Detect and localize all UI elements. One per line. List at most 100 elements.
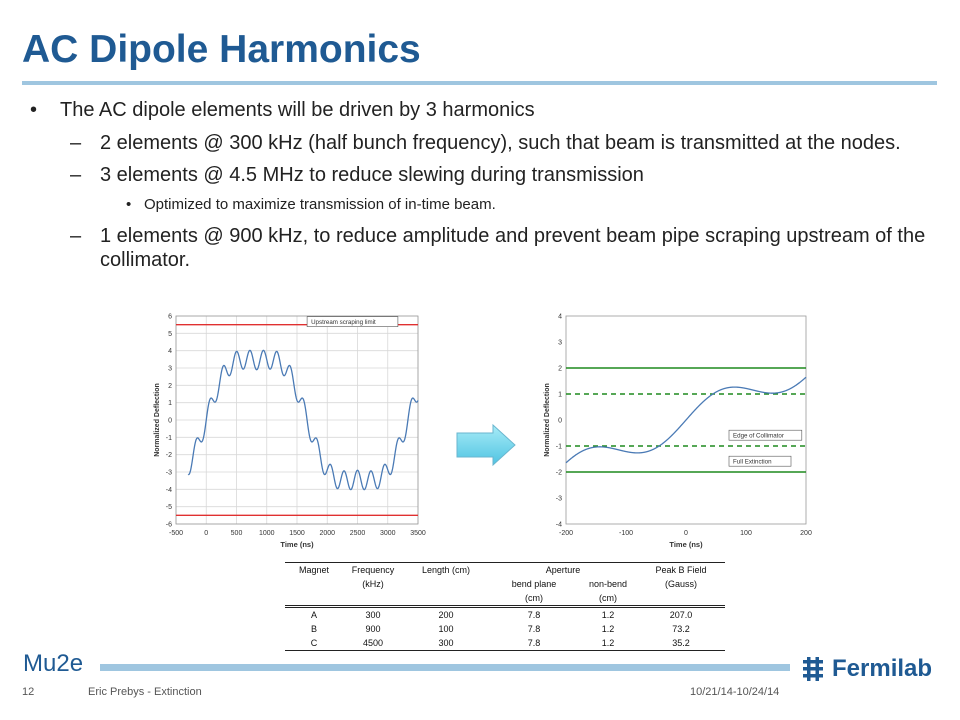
table-header-cell: Length (cm) — [403, 562, 489, 577]
table-cell: 35.2 — [637, 636, 725, 651]
y-tick-label: 2 — [558, 366, 562, 373]
fermilab-logo: Fermilab — [800, 654, 932, 684]
fermilab-wordmark: Fermilab — [832, 655, 933, 682]
y-tick-label: -4 — [556, 522, 562, 529]
right-arrow-icon — [456, 423, 516, 467]
bullet-item: • Optimized to maximize transmission of i… — [20, 195, 930, 215]
table-cell: C — [285, 636, 343, 651]
y-tick-label: -6 — [166, 522, 172, 529]
table-header-row: (kHz) bend plane non-bend (Gauss) — [285, 577, 725, 591]
plot-frame — [175, 315, 419, 525]
table-cell: 1.2 — [601, 624, 615, 634]
bullet-text: The AC dipole elements will be driven by… — [60, 99, 535, 121]
plot-frame — [565, 315, 807, 525]
y-tick-label: -1 — [556, 444, 562, 451]
table-header-cell: (kHz) — [362, 579, 384, 589]
y-tick-label: -2 — [556, 470, 562, 477]
slide-title: AC Dipole Harmonics — [22, 28, 421, 71]
bullet-list: • The AC dipole elements will be driven b… — [20, 98, 930, 280]
y-tick-label: 1 — [168, 400, 172, 407]
x-axis-label: Time (ns) — [280, 540, 314, 549]
y-tick-label: 0 — [558, 418, 562, 425]
y-tick-label: 2 — [168, 383, 172, 390]
experiment-logo: Mu2e — [23, 650, 84, 677]
bullet-marker: – — [70, 225, 82, 247]
y-axis-label: Normalized Deflection — [154, 383, 161, 457]
table-header-row: (cm) (cm) — [285, 591, 725, 608]
y-tick-label: 0 — [168, 418, 172, 425]
bullet-item: • The AC dipole elements will be driven b… — [20, 98, 930, 122]
x-tick-label: 100 — [740, 530, 752, 537]
y-tick-label: 4 — [168, 348, 172, 355]
table-cell: 7.8 — [489, 636, 579, 651]
title-rule — [22, 81, 937, 85]
annotation-box — [728, 455, 792, 467]
table-header-cell: bend plane — [511, 579, 557, 589]
annotation-label: Upstream scraping limit — [311, 319, 376, 326]
table-cell: A — [310, 610, 317, 620]
table-cell: 900 — [365, 624, 381, 634]
bullet-item: –2 elements @ 300 kHz (half bunch freque… — [20, 131, 930, 155]
bullet-text: 3 elements @ 4.5 MHz to reduce slewing d… — [100, 164, 644, 186]
y-tick-label: 6 — [168, 314, 172, 321]
x-tick-label: 2000 — [319, 530, 335, 537]
x-tick-label: -500 — [169, 530, 183, 537]
x-tick-label: 3000 — [380, 530, 396, 537]
y-tick-label: 1 — [558, 392, 562, 399]
bullet-marker: • — [30, 99, 38, 121]
table-cell: 7.8 — [527, 610, 541, 620]
x-tick-label: 200 — [800, 530, 812, 537]
table-cell: 7.8 — [527, 624, 541, 634]
x-tick-label: 2500 — [350, 530, 366, 537]
table-header-cell: Peak B Field — [637, 562, 725, 577]
x-tick-label: 3500 — [410, 530, 426, 537]
x-tick-label: 500 — [231, 530, 243, 537]
footer-author: Eric Prebys - Extinction — [88, 686, 202, 698]
footer-date: 10/21/14-10/24/14 — [690, 686, 780, 698]
table-header-cell: (cm) — [489, 591, 579, 608]
bullet-marker: – — [70, 164, 82, 186]
y-tick-label: 5 — [168, 331, 172, 338]
x-tick-label: 1500 — [289, 530, 305, 537]
table-header-row: Magnet Frequency Length (cm) Aperture Pe… — [285, 562, 725, 577]
deflection-chart-full: -500 0 500 1000 1500 2000 2500 3000 3500 -6 -5 -4 -3… — [154, 314, 426, 550]
table-cell: 73.2 — [672, 624, 690, 634]
deflection-chart-zoom: -200 -100 0 100 200 -4 -3 -2 -1 0 1 2 3 4 Time (ns) Nor… — [544, 314, 812, 550]
table-header-cell: Aperture — [489, 562, 637, 577]
annotation-label: Full Extinction — [733, 459, 772, 466]
bullet-text: 1 elements @ 900 kHz, to reduce amplitud… — [100, 225, 926, 271]
magnet-parameter-table: Magnet Frequency Length (cm) Aperture Pe… — [285, 562, 725, 651]
y-tick-label: -3 — [166, 470, 172, 477]
y-tick-label: -1 — [166, 435, 172, 442]
x-tick-label: 0 — [684, 530, 688, 537]
bullet-text: 2 elements @ 300 kHz (half bunch frequen… — [100, 132, 901, 154]
table-cell: B — [310, 624, 317, 634]
x-axis-label: Time (ns) — [669, 540, 703, 549]
table-row: C 4500 300 7.8 1.2 35.2 — [285, 636, 725, 651]
x-tick-label: -100 — [619, 530, 633, 537]
table-header-cell: (cm) — [579, 591, 637, 608]
table-cell: 200 — [438, 610, 454, 620]
table-header-cell: Frequency — [343, 562, 403, 577]
x-tick-label: -200 — [559, 530, 573, 537]
table-cell: 300 — [365, 610, 381, 620]
x-tick-label: 1000 — [259, 530, 275, 537]
annotation-label: Edge of Collimator — [733, 433, 784, 440]
table-row: A 300 200 7.8 1.2 207.0 — [285, 607, 725, 623]
bullet-text: Optimized to maximize transmission of in… — [144, 196, 496, 213]
bullet-item: –1 elements @ 900 kHz, to reduce amplitu… — [20, 224, 930, 272]
table-row: B 900 100 7.8 1.2 73.2 — [285, 622, 725, 636]
annotation-box — [306, 316, 399, 327]
table-cell: 100 — [438, 624, 454, 634]
y-tick-label: 4 — [558, 314, 562, 321]
table-header-cell: non-bend — [588, 579, 628, 589]
y-tick-label: 3 — [168, 366, 172, 373]
y-tick-label: -5 — [166, 504, 172, 511]
footer-rule — [100, 664, 790, 671]
annotation-box — [728, 429, 803, 441]
y-tick-label: 3 — [558, 340, 562, 347]
y-tick-label: -3 — [556, 496, 562, 503]
table-header-cell: (Gauss) — [664, 579, 697, 589]
table-header-cell: Magnet — [285, 562, 343, 577]
page-number: 12 — [22, 686, 35, 698]
